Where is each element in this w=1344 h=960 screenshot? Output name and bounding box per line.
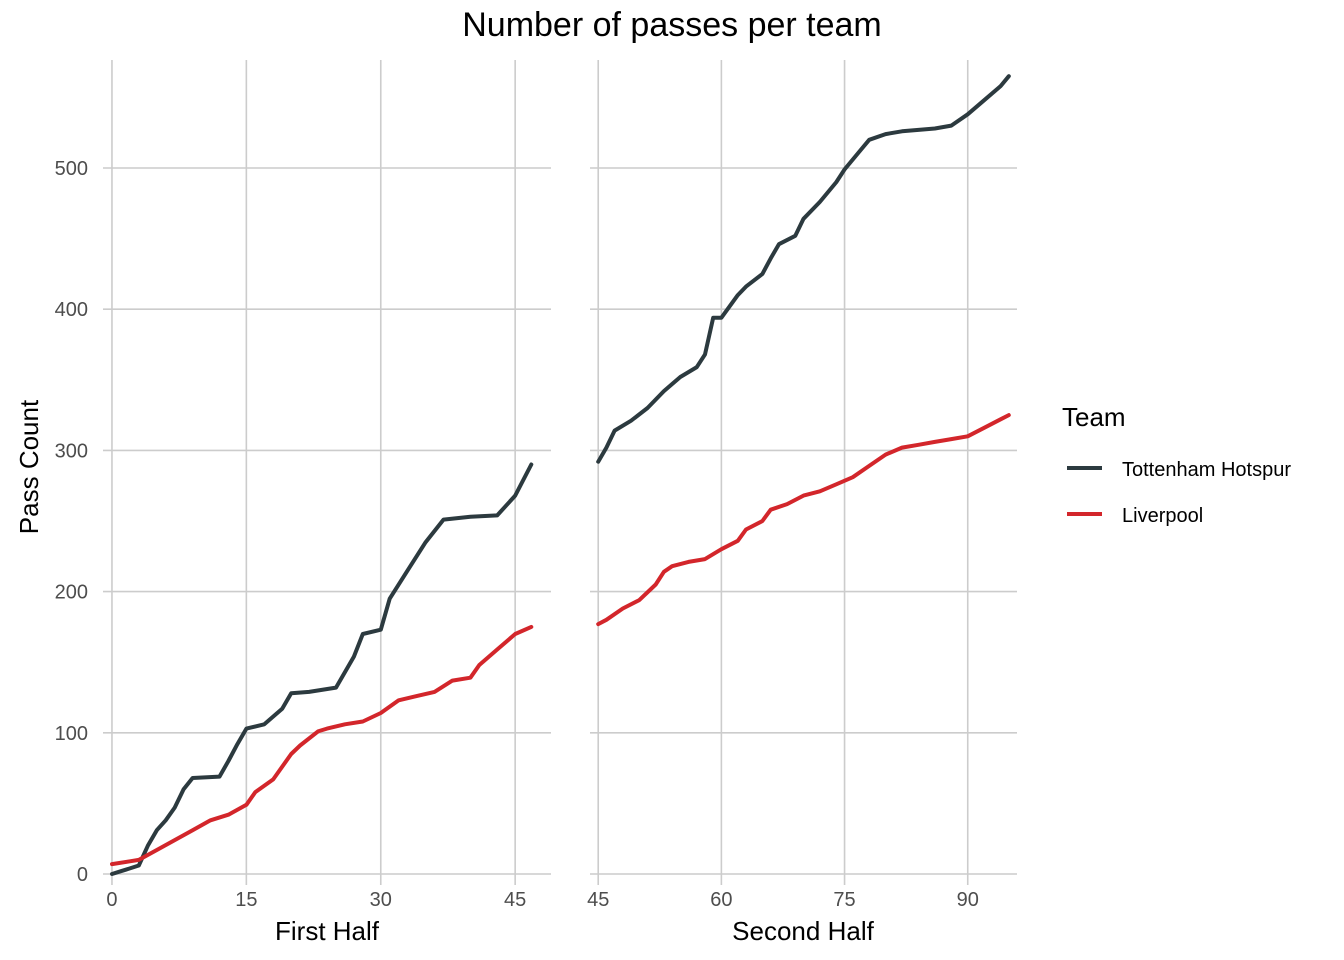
y-tick-label: 500 [55, 158, 88, 180]
x-tick-label: 60 [710, 889, 732, 911]
x-tick-label: 90 [957, 889, 979, 911]
x-axis-title-second-half: Second Half [732, 916, 874, 946]
legend: Team Tottenham Hotspur Liverpool [1062, 402, 1291, 527]
series-line-liverpool-panel-2 [596, 413, 1011, 627]
y-axis-title: Pass Count [14, 399, 44, 534]
second-half-panel: 45 60 75 90 [587, 60, 1017, 911]
y-tick-label: 100 [55, 723, 88, 745]
x-tick-label: 45 [587, 889, 609, 911]
y-tick-label: 300 [55, 440, 88, 462]
x-tick-label: 75 [833, 889, 855, 911]
x-tick-label: 45 [504, 889, 526, 911]
first-half-panel: 0 100 200 300 400 500 0 15 30 45 [55, 60, 551, 911]
series-line-tottenham-hotspur-panel-2 [596, 74, 1011, 464]
legend-label-tottenham-hotspur: Tottenham Hotspur [1122, 459, 1291, 481]
x-tick-label: 0 [106, 889, 117, 911]
y-tick-label: 0 [77, 864, 88, 886]
y-tick-label: 400 [55, 299, 88, 321]
legend-label-liverpool: Liverpool [1122, 505, 1203, 527]
legend-title: Team [1062, 402, 1126, 432]
series-line-liverpool-panel-1 [110, 624, 534, 867]
chart-title: Number of passes per team [462, 6, 882, 44]
x-axis-title-first-half: First Half [275, 916, 380, 946]
y-tick-label: 200 [55, 582, 88, 604]
x-tick-label: 30 [370, 889, 392, 911]
x-tick-label: 15 [235, 889, 257, 911]
series-line-tottenham-hotspur-panel-1 [110, 462, 534, 876]
